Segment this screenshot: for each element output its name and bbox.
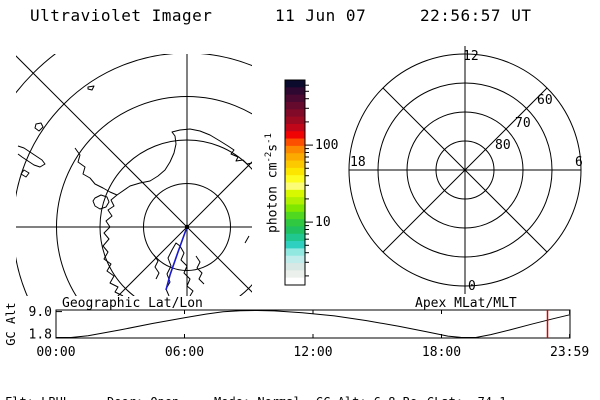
left-panel-title: Geographic Lat/Lon — [62, 296, 203, 311]
pole-marker — [184, 224, 190, 230]
strip-axis-ticks — [55, 310, 571, 338]
colorbar-units-label: photon cm-2s-1 — [264, 101, 280, 265]
mlat-ring-label-80: 80 — [495, 138, 511, 153]
colorbar-tick-10: 10 — [315, 215, 331, 230]
header-date: 11 Jun 07 — [275, 6, 367, 25]
gc-alt-curve — [56, 309, 570, 339]
status-flt: Flt: LBHL — [5, 394, 70, 400]
units-text-2: s — [265, 143, 281, 152]
mlt-label-12: 12 — [463, 49, 479, 64]
ytick-1-8: 1.8 — [29, 328, 52, 343]
south-america-tip — [17, 145, 46, 178]
units-sup-2: -1 — [264, 133, 274, 144]
units-sup-1: -2 — [264, 151, 274, 163]
mlat-ring-label-60: 60 — [537, 93, 553, 108]
gc-alt-strip-chart: Geographic Lat/Lon Apex MLat/MLT 9.0 1.8… — [29, 296, 590, 360]
status-mode: Mode: Normal — [214, 394, 301, 400]
xtick-2359: 23:59 — [550, 345, 589, 360]
gc-alt-axis-label: GC Alt — [4, 302, 18, 346]
satellite-track — [165, 226, 188, 291]
xtick-1800: 18:00 — [422, 345, 461, 360]
status-glat: GLat: -74.1 — [427, 394, 506, 400]
app-title: Ultraviolet Imager — [30, 6, 213, 25]
status-col-mode: Mode: Normal Dsp: 1.7 — [214, 362, 301, 400]
status-col-door: Door: Open Gain: 14 — [107, 362, 179, 400]
apex-polar-panel: 12 18 6 0 80 70 60 — [348, 46, 583, 294]
status-door: Door: Open — [107, 394, 179, 400]
small-islands — [34, 85, 250, 244]
colorbar-tick-100: 100 — [315, 138, 338, 153]
colorbar-panel: 100 10 — [284, 79, 338, 286]
xtick-1200: 12:00 — [293, 345, 332, 360]
xtick-0000: 00:00 — [36, 345, 75, 360]
meridian-lines — [16, 54, 252, 296]
mlt-label-0: 0 — [468, 279, 476, 294]
units-text: photon cm — [265, 162, 281, 233]
mlt-spokes — [349, 46, 581, 294]
xtick-0600: 06:00 — [165, 345, 204, 360]
colorbar-ticks — [305, 84, 313, 277]
status-col-orbit: GC Alt: 6.8 Re Seq: 39 — [316, 362, 417, 400]
geographic-map-panel — [16, 54, 252, 296]
colorbar-bands — [285, 80, 305, 286]
status-col-flight: Flt: LBHL IP: 36.0 — [5, 362, 70, 400]
status-col-position: GLat: -74.1 GLon: 311.7 — [427, 362, 506, 400]
strip-x-labels: 00:00 06:00 12:00 18:00 23:59 — [36, 345, 589, 360]
mlat-ring-label-70: 70 — [515, 116, 531, 131]
header-time: 22:56:57 UT — [420, 6, 532, 25]
coast-details — [153, 254, 205, 285]
mlt-label-6: 6 — [575, 155, 583, 170]
ytick-9: 9.0 — [29, 305, 52, 320]
antarctica-west-coast — [102, 194, 124, 296]
colorbar-frame — [284, 79, 306, 286]
mlt-label-18: 18 — [350, 155, 366, 170]
status-gc-alt: GC Alt: 6.8 Re — [316, 394, 417, 400]
antarctica-coastline — [74, 128, 252, 196]
right-panel-title: Apex MLat/MLT — [415, 296, 517, 311]
